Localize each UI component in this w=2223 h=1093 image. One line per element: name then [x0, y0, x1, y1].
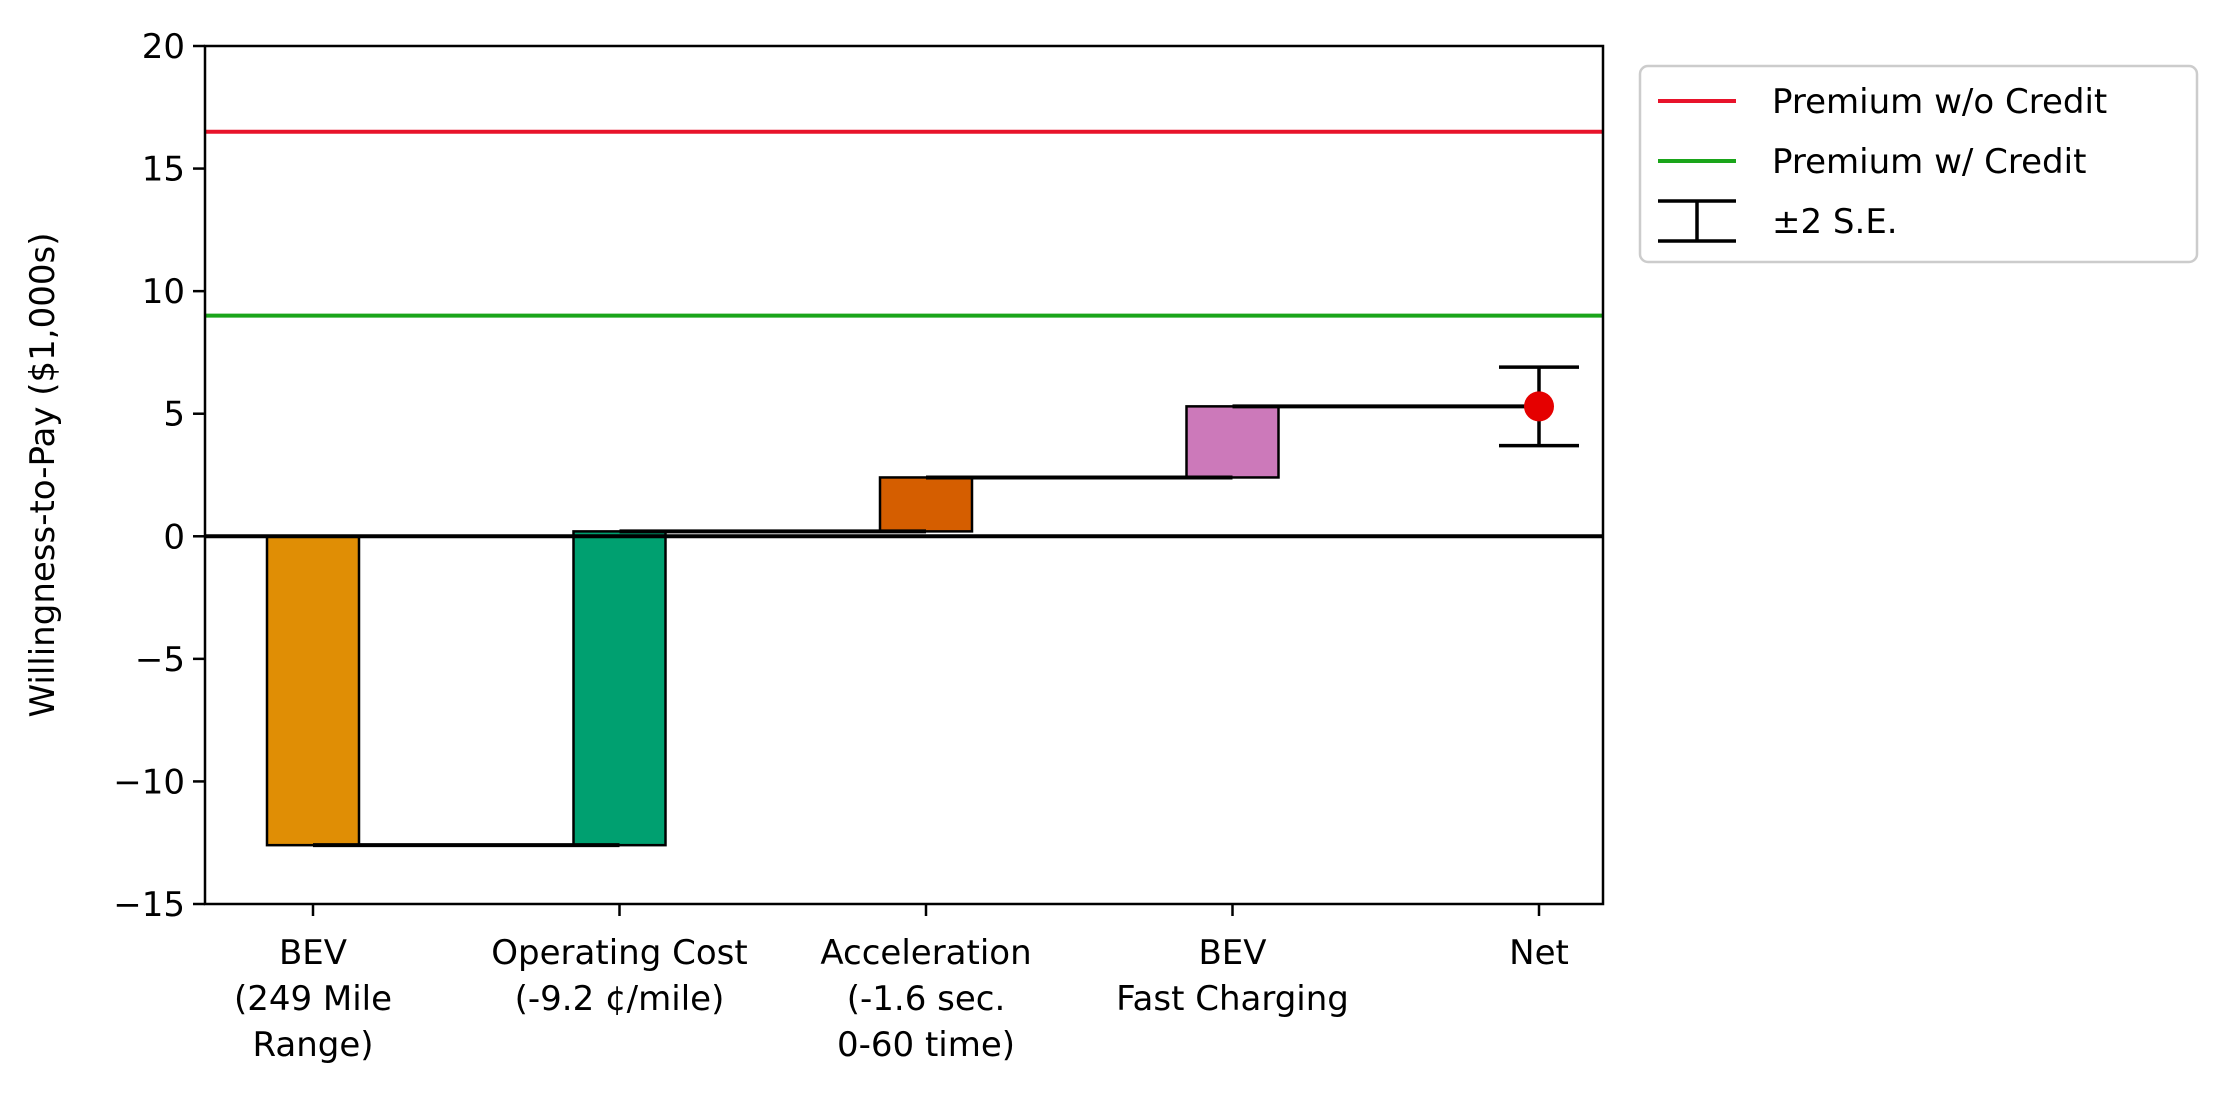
x-tick-label: (-1.6 sec.	[847, 979, 1006, 1019]
x-tick-label: BEV	[279, 933, 347, 973]
x-tick-label: Fast Charging	[1116, 979, 1349, 1019]
waterfall-bar	[1185, 405, 1280, 479]
connectors-layer	[205, 404, 1603, 848]
legend-label: Premium w/ Credit	[1772, 142, 2086, 182]
x-tick-label: Operating Cost	[491, 933, 747, 973]
legend: Premium w/o Credit Premium w/ Credit ±2 S.…	[1638, 64, 2199, 264]
net-point	[1524, 391, 1554, 422]
y-tick-label: 0	[163, 517, 185, 557]
y-tick-label: 5	[163, 395, 185, 435]
waterfall-bar	[265, 535, 361, 847]
x-tick-label: Acceleration	[820, 933, 1031, 973]
legend-label: ±2 S.E.	[1772, 202, 1898, 242]
waterfall-bar	[572, 530, 667, 847]
x-tick-label: 0-60 time)	[837, 1025, 1015, 1065]
reference-lines-layer	[205, 129, 1603, 318]
y-tick-label: −15	[113, 885, 185, 925]
y-tick-label: −5	[135, 640, 185, 680]
net-point-layer	[1499, 365, 1579, 448]
y-tick-label: 10	[142, 272, 185, 312]
y-axis-label: Willingness-to-Pay ($1,000s)	[23, 233, 63, 718]
axes-frame	[203, 44, 1605, 906]
x-tick-label: Range)	[252, 1025, 373, 1065]
y-tick-label: −10	[113, 762, 185, 802]
y-axis: −15 −10 −5 0 5 10 15 20	[113, 27, 205, 925]
x-axis: BEV (249 Mile Range) Operating Cost (-9.2 ¢/…	[234, 904, 1569, 1065]
bars-layer	[265, 405, 1280, 847]
y-tick-label: 15	[142, 150, 185, 190]
y-tick-label: 20	[142, 27, 185, 67]
x-tick-label: BEV	[1198, 933, 1266, 973]
waterfall-bar	[878, 476, 974, 533]
x-tick-label: (249 Mile	[234, 979, 392, 1019]
x-tick-label: (-9.2 ¢/mile)	[515, 979, 725, 1019]
legend-box	[1638, 64, 2199, 264]
x-tick-label: Net	[1509, 933, 1569, 973]
legend-label: Premium w/o Credit	[1772, 82, 2107, 122]
